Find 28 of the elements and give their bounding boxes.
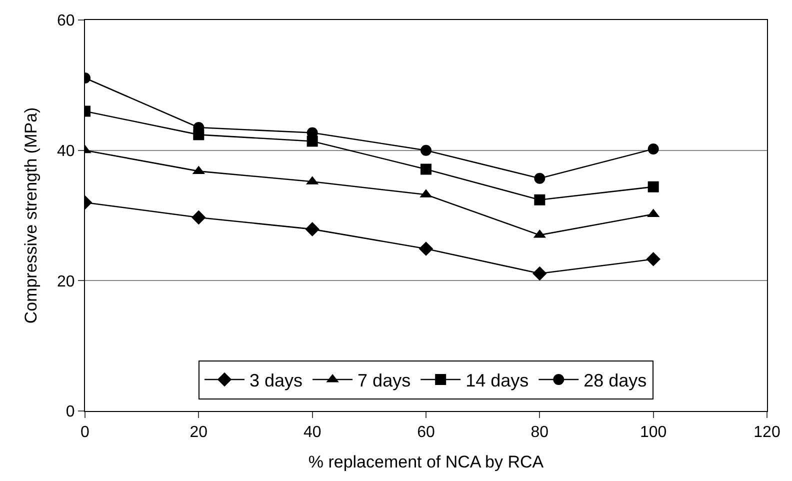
- x-tick-label: 20: [190, 424, 208, 442]
- point: [646, 252, 660, 266]
- point: [420, 144, 432, 156]
- legend-label: 7 days: [358, 370, 411, 390]
- point: [305, 222, 320, 236]
- y-tick-label: 40: [57, 142, 75, 160]
- legend-label: 3 days: [250, 370, 303, 390]
- x-tick-label: 40: [303, 424, 322, 442]
- x-tick-label: 0: [80, 424, 90, 442]
- y-axis-title: Compressive strength (MPa): [22, 107, 41, 324]
- point: [648, 181, 659, 192]
- x-tick-label: 80: [530, 424, 549, 442]
- y-tick-label: 20: [57, 273, 75, 290]
- y-tick-label: 60: [57, 12, 75, 30]
- point: [534, 172, 546, 184]
- point: [648, 144, 659, 155]
- point: [418, 242, 434, 256]
- point: [532, 266, 547, 281]
- legend-label: 14 days: [466, 370, 529, 390]
- point: [534, 194, 546, 206]
- point: [192, 210, 206, 225]
- x-tick-label: 60: [417, 424, 435, 442]
- x-tick-label: 120: [754, 424, 780, 442]
- y-tick-label: 0: [66, 404, 75, 421]
- legend-label: 28 days: [584, 370, 647, 390]
- x-axis-title: % replacement of NCA by RCA: [308, 452, 544, 472]
- point: [420, 164, 432, 175]
- x-tick-label: 100: [640, 424, 667, 442]
